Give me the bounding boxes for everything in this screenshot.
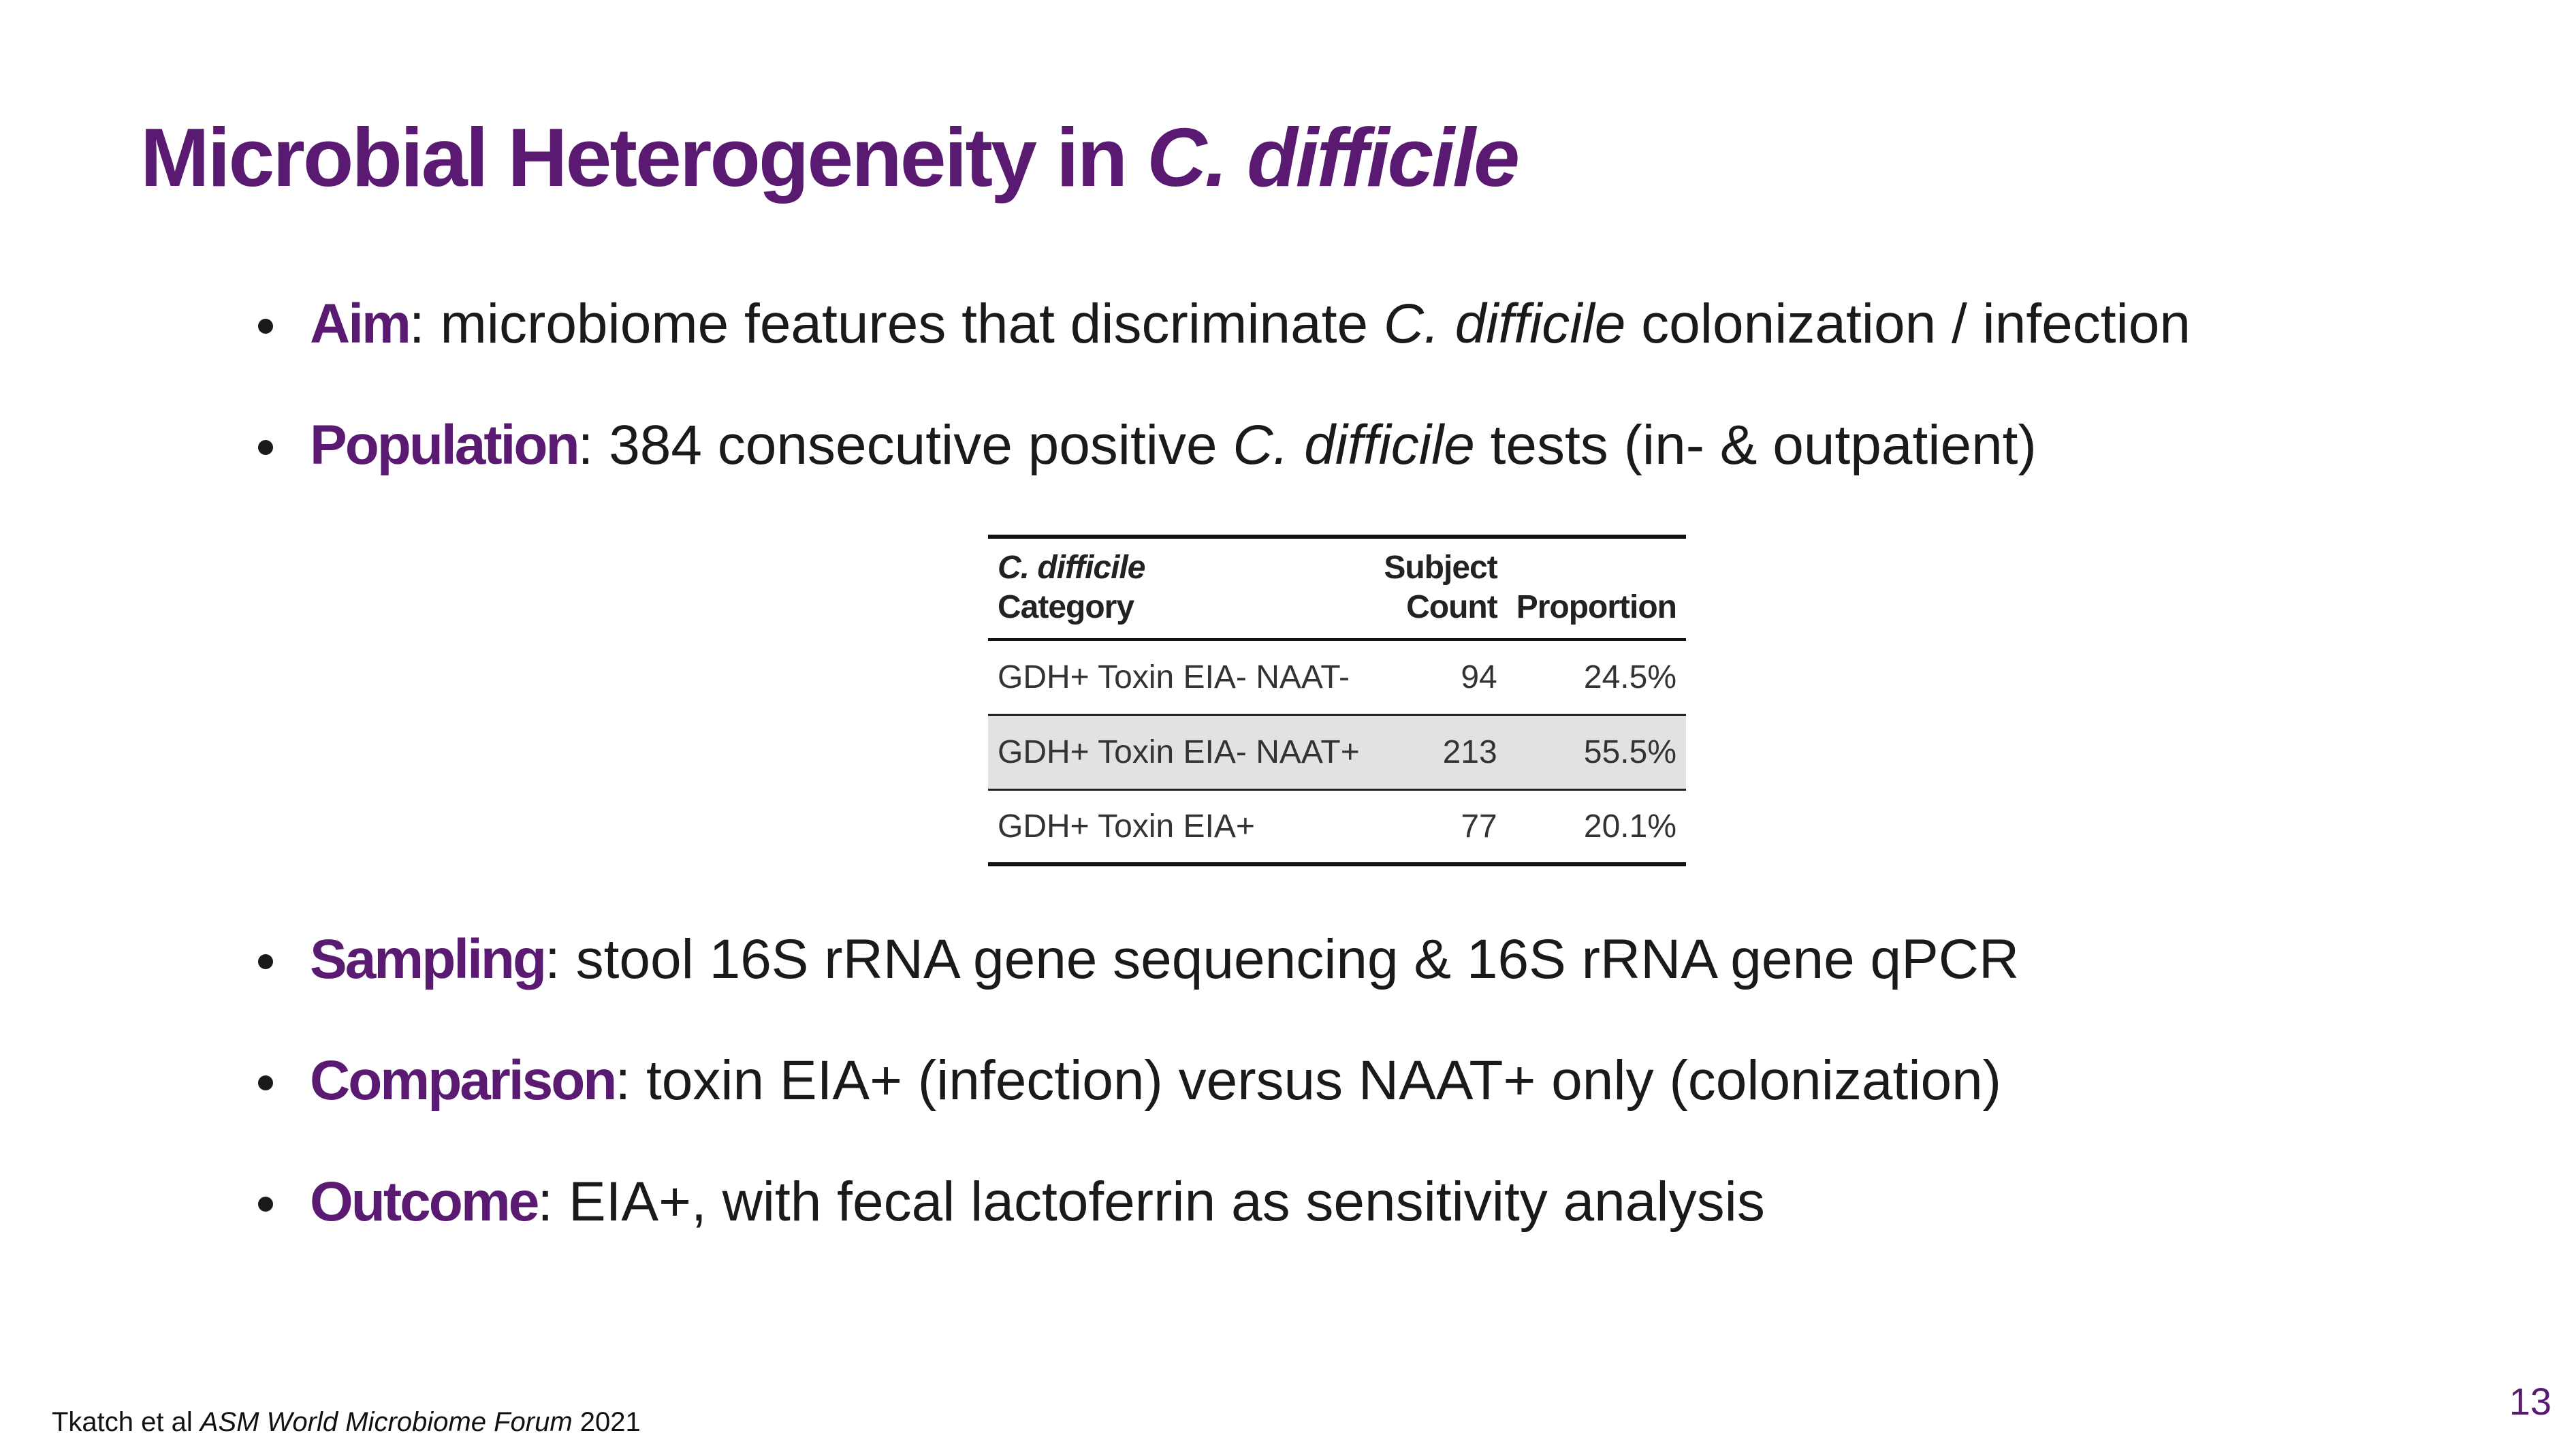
category-table: C. difficile Category Subject Count Propor… [988, 535, 1686, 866]
bullet-key: Sampling [310, 928, 547, 990]
bullet-comparison: Comparison: toxin EIA+ (infection) versu… [255, 1041, 2019, 1163]
table-row: GDH+ Toxin EIA- NAAT+ 213 55.5% [988, 713, 1686, 789]
bullet-list-bottom: Sampling: stool 16S rRNA gene sequencing… [255, 920, 2019, 1284]
cell-proportion: 24.5% [1583, 659, 1676, 695]
cell-count: 77 [1374, 788, 1507, 864]
bullet-aim: Aim: microbiome features that discrimina… [255, 285, 2191, 406]
bullet-organism: C. difficile [1383, 293, 1626, 355]
bullet-sampling: Sampling: stool 16S rRNA gene sequencing… [255, 920, 2019, 1041]
bullet-text: : toxin EIA+ (infection) versus NAAT+ on… [615, 1050, 2002, 1112]
bullet-key: Comparison [310, 1050, 617, 1112]
bullet-key: Outcome [310, 1171, 539, 1233]
header-organism: C. difficile [998, 550, 1145, 586]
bullet-key: Aim [310, 293, 411, 355]
header-category-label: Category [998, 589, 1134, 625]
header-category: C. difficile Category [988, 537, 1374, 640]
header-proportion: Proportion [1516, 589, 1677, 625]
title-organism: C. difficile [1147, 111, 1520, 204]
bullet-text-end: colonization / infection [1625, 293, 2191, 355]
cell-proportion: 55.5% [1506, 713, 1686, 789]
page-number: 13 [2509, 1380, 2551, 1423]
bullet-key: Population [310, 414, 580, 476]
cell-count: 213 [1374, 713, 1507, 789]
table-header-row: C. difficile Category Subject Count Propor… [988, 537, 1686, 640]
slide-title: Microbial Heterogeneity in C. difficile [140, 108, 1520, 207]
bullet-list-top: Aim: microbiome features that discrimina… [255, 285, 2191, 527]
citation-footnote: Tkatch et al ASM World Microbiome Forum … [52, 1407, 641, 1438]
citation-venue: ASM World Microbiome Forum [200, 1407, 573, 1437]
cell-count: 94 [1461, 659, 1497, 695]
header-count-line2: Count [1406, 589, 1498, 625]
citation-authors: Tkatch et al [52, 1407, 200, 1437]
bullet-text: : microbiome features that discriminate [409, 293, 1384, 355]
cell-category: GDH+ Toxin EIA- NAAT- [998, 659, 1350, 695]
bullet-text-end: tests (in- & outpatient) [1474, 414, 2037, 476]
cell-category: GDH+ Toxin EIA- NAAT+ [988, 713, 1375, 789]
cell-proportion: 20.1% [1506, 788, 1686, 864]
table-row: GDH+ Toxin EIA+ 77 20.1% [988, 788, 1686, 864]
cell-category: GDH+ Toxin EIA+ [988, 788, 1375, 864]
title-main: Microbial Heterogeneity in [140, 111, 1147, 204]
bullet-text: : 384 consecutive positive [577, 414, 1233, 476]
bullet-organism: C. difficile [1233, 414, 1475, 476]
table-row: GDH+ Toxin EIA- NAAT- 94 24.5% [988, 640, 1686, 714]
bullet-text: : EIA+, with fecal lactoferrin as sensit… [537, 1171, 1765, 1233]
header-count-line1: Subject [1384, 550, 1497, 586]
bullet-population: Population: 384 consecutive positive C. … [255, 406, 2191, 527]
bullet-outcome: Outcome: EIA+, with fecal lactoferrin as… [255, 1163, 2019, 1284]
header-count: Subject Count [1374, 537, 1506, 640]
bullet-text: : stool 16S rRNA gene sequencing & 16S r… [545, 928, 2020, 990]
citation-year: 2021 [572, 1407, 641, 1437]
